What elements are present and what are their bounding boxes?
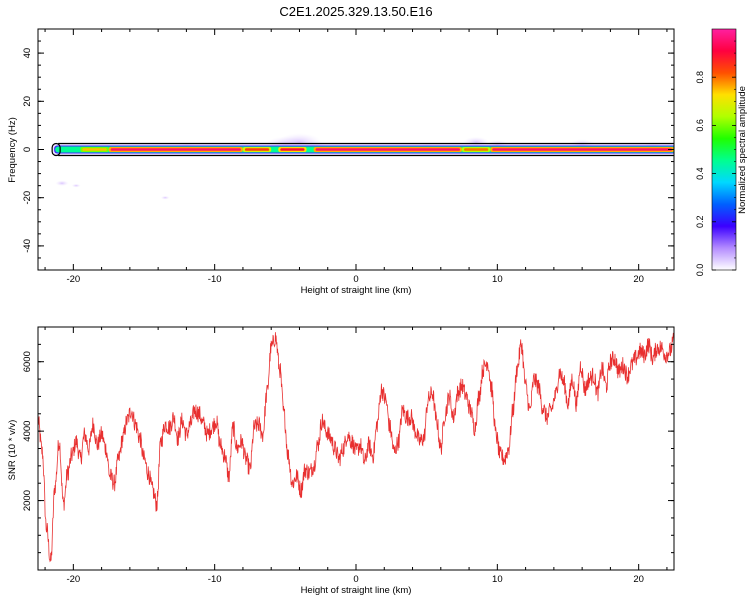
colorbar: 0.0 0.2 0.4 0.6 0.8 Normalized spectral ampl… <box>695 28 748 277</box>
spectrogram-core-peak <box>492 148 672 151</box>
chart-title: C2E1.2025.329.13.50.E16 <box>279 4 432 19</box>
snr-frame <box>37 326 675 571</box>
spectrogram-y-tick-label: 0 <box>22 147 33 152</box>
spectrogram-core-peak <box>82 148 107 151</box>
colorbar-tick-label: 0.8 <box>695 71 705 84</box>
snr-x-tick-label: -20 <box>66 574 80 585</box>
spectrogram-core-peak <box>244 148 270 151</box>
snr-y-tick-label: 4000 <box>22 421 33 442</box>
snr-x-tick-label: -10 <box>208 574 222 585</box>
snr-x-axis-label: Height of straight line (km) <box>301 585 412 596</box>
snr-x-tick-label: 20 <box>633 574 644 585</box>
snr-series-line <box>38 332 674 563</box>
spectrogram-x-axis-label: Height of straight line (km) <box>301 285 412 296</box>
snr-y-tick-label: 2000 <box>22 490 33 511</box>
spectrogram-x-tick-label: -10 <box>208 274 222 285</box>
snr-x-tick-label: 10 <box>492 574 503 585</box>
spectrogram-x-tick-label: -20 <box>66 274 80 285</box>
spectrogram-y-ticks: -40 -20 0 20 40 <box>22 28 674 271</box>
spectrogram-x-tick-label: 20 <box>633 274 644 285</box>
spectrogram-panel: -20 -10 0 10 20 -40 -20 0 20 40 Height of straig… <box>7 28 675 296</box>
spectrogram-y-tick-label: -20 <box>22 191 33 205</box>
colorbar-gradient <box>711 28 737 271</box>
snr-y-tick-label: 6000 <box>22 351 33 372</box>
snr-x-ticks: -20 -10 0 10 20 <box>44 327 668 585</box>
snr-y-ticks: 2000 4000 6000 <box>22 326 674 571</box>
spectrogram-core-peak <box>464 148 489 151</box>
colorbar-ticks: 0.0 0.2 0.4 0.6 0.8 <box>695 40 736 277</box>
spectrogram-y-tick-label: -40 <box>22 239 33 253</box>
spectrogram-x-ticks: -20 -10 0 10 20 <box>44 29 668 285</box>
colorbar-label: Normalized spectral amplitude <box>737 86 748 214</box>
colorbar-tick-label: 0.6 <box>695 119 705 132</box>
spectrogram-halo <box>160 195 170 200</box>
spectrogram-halo <box>71 183 81 188</box>
snr-y-axis-label: SNR (10 * v/v) <box>7 420 18 481</box>
spectrogram-core-peak <box>110 148 241 151</box>
spectrogram-band-edge <box>51 142 61 157</box>
spectrogram-y-tick-label: 20 <box>22 96 33 107</box>
snr-x-tick-label: 0 <box>353 574 358 585</box>
snr-panel: -20 -10 0 10 20 2000 4000 6000 Height of strai… <box>7 326 675 596</box>
spectrogram-core-peak <box>280 148 305 151</box>
spectrogram-y-axis-label: Frequency (Hz) <box>7 117 18 182</box>
spectrogram-image <box>51 133 674 200</box>
spectrogram-core-peak <box>315 148 460 151</box>
spectrogram-halo <box>55 180 69 186</box>
spectrogram-x-tick-label: 0 <box>353 274 358 285</box>
colorbar-tick-label: 0.4 <box>695 167 705 180</box>
spectrogram-y-tick-label: 40 <box>22 48 33 59</box>
colorbar-tick-label: 0.2 <box>695 216 705 229</box>
colorbar-tick-label: 0.0 <box>695 264 705 277</box>
spectrogram-x-tick-label: 10 <box>492 274 503 285</box>
